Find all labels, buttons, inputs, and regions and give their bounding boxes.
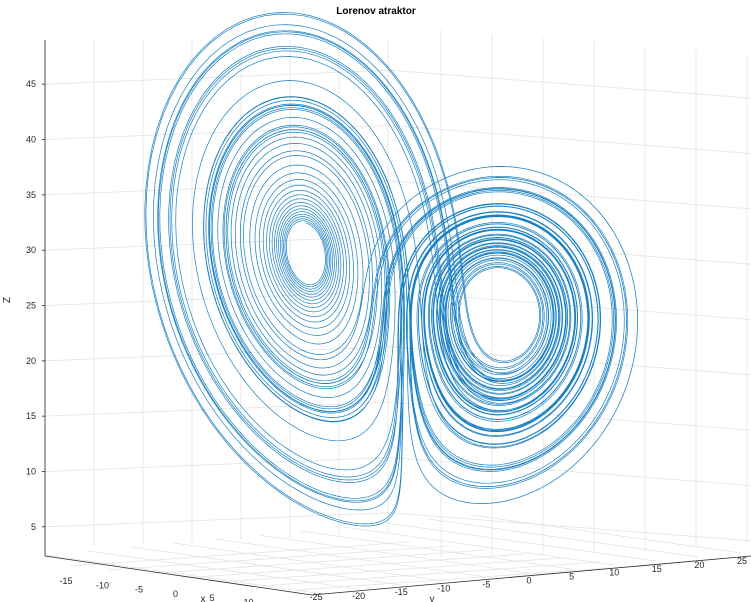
z-grid-line — [44, 401, 391, 417]
x-axis-label: x — [201, 594, 206, 602]
floor-grid-line — [258, 534, 529, 574]
x-tick-label: 10 — [243, 598, 253, 602]
y-tick-label: -25 — [309, 592, 322, 602]
z-tick-label: 10 — [26, 466, 36, 476]
x-tick-label: 0 — [173, 589, 178, 599]
floor-grid-line — [259, 561, 601, 587]
y-tick-label: -15 — [395, 587, 408, 597]
floor-grid-line — [215, 538, 487, 578]
y-tick-label: 15 — [652, 564, 662, 574]
z-axis-label: Z — [2, 297, 13, 303]
z-grid-line — [389, 125, 751, 154]
z-grid-line — [389, 457, 751, 486]
z-grid-line — [44, 457, 391, 472]
y-tick-label: 10 — [609, 568, 619, 578]
z-tick-label: 35 — [26, 190, 36, 200]
floor-grid-line — [130, 546, 402, 586]
floor-grid-line — [343, 526, 614, 566]
y-tick-label: -20 — [352, 591, 365, 601]
z-tick-label: 40 — [26, 135, 36, 145]
y-tick-label: 0 — [526, 576, 531, 586]
floor-grid-line — [221, 557, 563, 583]
x-tick-label: -10 — [96, 580, 109, 590]
z-tick-labels: 5 10 15 20 25 30 35 40 45 — [26, 79, 45, 532]
z-grid-line — [44, 512, 391, 528]
floor-grid-line — [428, 518, 699, 558]
z-tick-label: 25 — [26, 301, 36, 311]
y-tick-label: 5 — [569, 572, 574, 582]
y-axis-label: y — [430, 594, 435, 602]
y-tick-label: 25 — [737, 556, 747, 566]
floor-grid-line — [470, 514, 742, 554]
floor-grid-line — [88, 550, 359, 590]
y-tick-label: -5 — [482, 579, 490, 589]
y-tick-label: -10 — [437, 583, 450, 593]
floor-grid-line — [297, 565, 639, 591]
y-tick-labels: -25 -20 -15 -10 -5 0 5 10 15 20 25 — [309, 556, 747, 602]
z-tick-label: 15 — [26, 411, 36, 421]
floor-grid-line — [385, 522, 657, 562]
y-tick-label: 20 — [694, 560, 704, 570]
z-tick-label: 45 — [26, 79, 36, 89]
floor-grid-line — [300, 530, 572, 570]
z-tick-label: 5 — [31, 522, 36, 532]
grid-lines — [44, 30, 751, 594]
axes — [44, 40, 751, 596]
z-grid-line — [44, 125, 391, 140]
floor-grid-line — [69, 541, 411, 567]
plot-area — [144, 12, 639, 527]
z-grid-line — [389, 180, 751, 210]
lorenz-trajectory — [144, 12, 639, 527]
chart-title: Lorenov atraktor — [336, 6, 416, 17]
y-axis-line — [311, 555, 751, 596]
z-grid-line — [389, 512, 751, 542]
x-tick-label: 5 — [209, 593, 214, 602]
z-grid-line — [389, 69, 751, 99]
floor-grid-line — [145, 549, 487, 575]
z-tick-label: 30 — [26, 245, 36, 255]
floor-grid-line — [45, 554, 317, 594]
x-tick-label: -15 — [59, 576, 72, 586]
z-tick-label: 20 — [26, 356, 36, 366]
floor-grid-line — [173, 542, 444, 582]
z-grid-line — [44, 346, 391, 362]
x-tick-label: -5 — [135, 585, 143, 595]
floor-grid-line — [183, 553, 525, 579]
x-axis-line — [44, 555, 313, 596]
